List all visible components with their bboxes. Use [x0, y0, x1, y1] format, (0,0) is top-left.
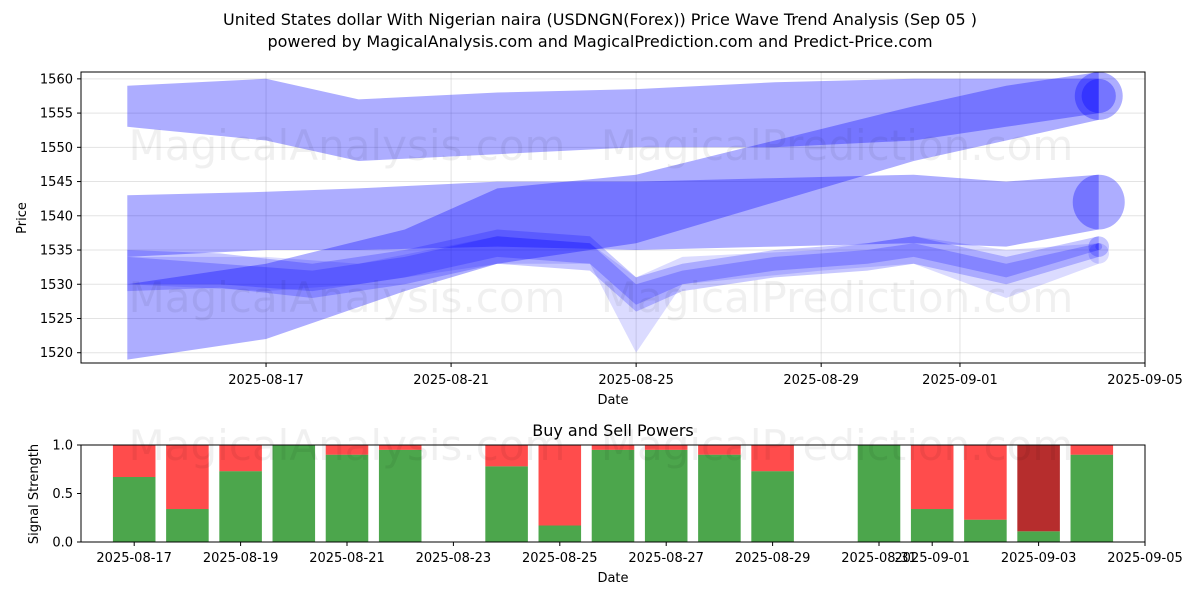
x-tick-label: 2025-08-21 [309, 551, 385, 566]
top-axis-ticks: 2025-08-17 2025-08-21 2025-08-25 2025-08-29… [40, 72, 1183, 388]
sell-bar [325, 445, 369, 455]
sell-bar [219, 445, 262, 472]
buy-bar [591, 449, 635, 542]
bottom-x-axis-label: Date [597, 571, 628, 586]
bottom-axis-ticks: 2025-08-17 2025-08-19 2025-08-21 2025-08-23… [52, 439, 1182, 567]
x-tick-label: 2025-08-17 [228, 373, 304, 388]
sell-bar [591, 445, 635, 450]
x-tick-label: 2025-08-31 [841, 551, 917, 566]
buy-bar [698, 454, 741, 542]
chart-subtitle: powered by MagicalAnalysis.com and Magic… [267, 32, 933, 51]
sell-bar [751, 445, 794, 472]
y-tick-label: 1555 [40, 107, 73, 122]
buy-bar [378, 449, 422, 542]
wave-bands [127, 72, 1125, 360]
watermark-prediction: MagicalPrediction.com [601, 273, 1074, 322]
sell-bar [1070, 445, 1114, 455]
top-grid [81, 72, 1146, 363]
buy-bar [485, 466, 528, 542]
buy-bar [272, 445, 316, 542]
top-x-axis-label: Date [597, 393, 628, 408]
wave-band [127, 72, 1099, 360]
watermark-analysis: MagicalAnalysis.com [129, 273, 566, 322]
wave-band [127, 174, 1099, 257]
x-tick-label: 2025-08-29 [783, 373, 859, 388]
chart-title: United States dollar With Nigerian naira… [223, 10, 977, 29]
wave-band [127, 236, 1099, 305]
y-tick-label: 0.0 [52, 536, 73, 551]
sell-bar [698, 445, 741, 455]
buy-sell-chart: Buy and Sell Powers MagicalAnalysis.com … [27, 421, 1183, 586]
buy-bar [325, 454, 369, 542]
signal-bars [112, 445, 1114, 542]
wave-band [127, 78, 1099, 161]
wave-band-cap [1088, 243, 1110, 264]
buy-bar [751, 471, 794, 542]
buy-bar [112, 477, 156, 542]
y-tick-label: 0.5 [52, 487, 73, 502]
watermark-prediction: MagicalPrediction.com [601, 121, 1074, 170]
x-tick-label: 2025-09-01 [894, 551, 970, 566]
x-tick-label: 2025-08-29 [735, 551, 811, 566]
wave-band [127, 229, 1099, 312]
wave-band-cap [1072, 174, 1125, 230]
y-tick-label: 1535 [40, 244, 73, 259]
x-tick-label: 2025-09-01 [922, 373, 998, 388]
x-tick-label: 2025-09-03 [1001, 551, 1077, 566]
sell-bar [538, 445, 582, 526]
wave-band-cap [1088, 236, 1110, 257]
sell-bar [166, 445, 209, 510]
sell-bar [644, 445, 688, 450]
y-tick-label: 1530 [40, 278, 73, 293]
x-tick-label: 2025-09-05 [1107, 551, 1183, 566]
y-tick-label: 1525 [40, 312, 73, 327]
buy-bar [964, 519, 1007, 542]
y-tick-label: 1550 [40, 141, 73, 156]
top-y-axis-label: Price [15, 202, 30, 234]
x-tick-label: 2025-08-27 [628, 551, 704, 566]
buy-bar [1017, 531, 1060, 542]
x-tick-label: 2025-08-25 [522, 551, 598, 566]
y-tick-label: 1.0 [52, 439, 73, 454]
top-axes-frame [80, 71, 1146, 364]
buy-sell-title: Buy and Sell Powers [532, 421, 694, 440]
sell-bar [485, 445, 528, 467]
x-tick-label: 2025-09-05 [1107, 373, 1183, 388]
wave-band-cap [1081, 78, 1116, 114]
x-tick-label: 2025-08-17 [96, 551, 172, 566]
buy-bar [857, 445, 901, 542]
buy-bar [1070, 454, 1114, 542]
bottom-y-axis-label: Signal Strength [27, 444, 42, 544]
buy-bar [219, 471, 262, 542]
y-tick-label: 1540 [40, 209, 73, 224]
watermark-analysis: MagicalAnalysis.com [129, 121, 566, 170]
sell-bar [378, 445, 422, 450]
y-tick-label: 1560 [40, 72, 73, 87]
sell-bar [1017, 445, 1060, 532]
buy-bar [166, 509, 209, 542]
buy-bar [644, 449, 688, 542]
y-tick-label: 1545 [40, 175, 73, 190]
bottom-axes-frame [80, 444, 1146, 543]
x-tick-label: 2025-08-23 [416, 551, 492, 566]
buy-bar [910, 509, 954, 542]
wave-band [127, 236, 1099, 353]
buy-bar [538, 525, 582, 542]
sell-bar [910, 445, 954, 510]
sell-bar [112, 445, 156, 478]
y-tick-label: 1520 [40, 346, 73, 361]
wave-band-cap [1074, 72, 1123, 120]
x-tick-label: 2025-08-25 [598, 373, 674, 388]
sell-bar [964, 445, 1007, 520]
x-tick-label: 2025-08-21 [413, 373, 489, 388]
x-tick-label: 2025-08-19 [203, 551, 279, 566]
wave-band-cap [1095, 243, 1103, 251]
price-wave-chart: MagicalAnalysis.com MagicalPrediction.co… [15, 71, 1183, 408]
